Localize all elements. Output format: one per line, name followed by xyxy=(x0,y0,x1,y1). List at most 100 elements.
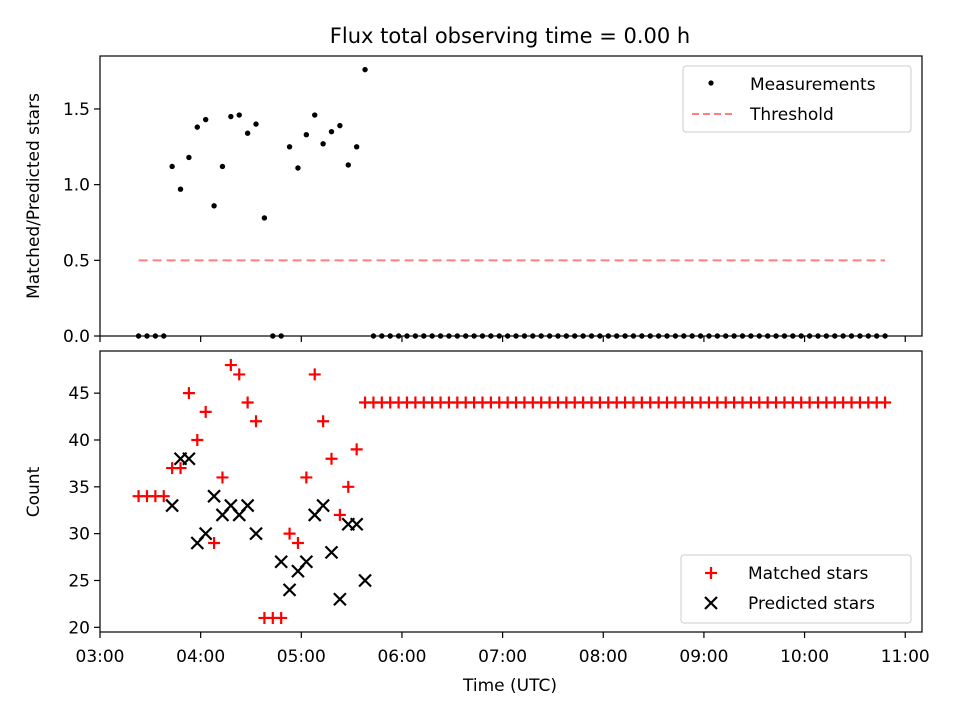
top-y-ticks: 0.0 0.5 1.0 1.5 xyxy=(63,100,100,347)
measurement-point xyxy=(244,130,251,136)
top-x-ticks xyxy=(99,336,906,342)
predicted-star-point xyxy=(249,526,263,541)
predicted-star-point xyxy=(333,592,347,606)
matched-star-point xyxy=(208,537,221,550)
bottom-y-tick-label: 25 xyxy=(68,571,90,591)
matched-star-point xyxy=(308,368,321,381)
top-y-tick-label: 1.0 xyxy=(63,176,90,196)
bottom-y-tick-label: 20 xyxy=(68,618,90,638)
matched-star-point xyxy=(191,433,204,446)
top-y-tick-label: 1.5 xyxy=(63,100,90,120)
matched-star-point xyxy=(300,471,313,484)
measurement-point xyxy=(261,215,268,221)
measurement-point xyxy=(186,154,192,161)
bottom-axes-frame xyxy=(99,350,923,633)
top-y-tick-label: 0.0 xyxy=(63,327,90,347)
matched-star-point xyxy=(224,359,237,372)
bottom-x-ticks: 03:00 04:00 05:00 06:00 07:00 08:00 09:00 10:00… xyxy=(76,632,930,667)
matched-star-point xyxy=(333,508,346,521)
matched-star-point xyxy=(879,396,892,409)
predicted-star-point xyxy=(299,554,314,569)
measurement-point xyxy=(219,163,226,170)
measurement-point xyxy=(194,124,200,130)
top-y-axis-label: Matched/Predicted stars xyxy=(24,93,44,299)
bottom-x-tick-label: 08:00 xyxy=(579,647,628,667)
legend-predicted-label: Predicted stars xyxy=(748,594,875,614)
matched-star-point xyxy=(325,452,338,465)
matched-star-point xyxy=(233,368,246,381)
bottom-x-tick-label: 07:00 xyxy=(478,647,527,667)
bottom-y-axis-label: Count xyxy=(24,466,44,517)
bottom-legend: Matched stars Predicted stars xyxy=(680,554,912,624)
measurement-point xyxy=(286,144,293,150)
matched-star-point xyxy=(350,443,363,456)
bottom-x-tick-label: 11:00 xyxy=(881,647,930,667)
matched-star-point xyxy=(275,611,288,624)
matched-star-point xyxy=(291,537,304,550)
measurement-point xyxy=(362,66,368,73)
bottom-y-tick-label: 30 xyxy=(68,525,90,545)
legend-predicted-marker xyxy=(704,596,718,610)
chart-title: Flux total observing time = 0.00 h xyxy=(330,24,690,48)
measurement-point xyxy=(253,121,259,127)
bottom-panel: 20 25 30 35 40 45 03:00 04:00 05:00 06:00 07:00 08… xyxy=(24,350,930,696)
top-panel: 0.0 0.5 1.0 1.5 Matched/Predicted stars Mea… xyxy=(24,55,923,347)
bottom-y-ticks: 20 25 30 35 40 45 xyxy=(68,384,100,638)
predicted-star-point xyxy=(182,451,196,466)
bottom-x-tick-label: 04:00 xyxy=(176,647,225,667)
predicted-star-point xyxy=(165,498,179,513)
legend-matched-label: Matched stars xyxy=(748,564,868,584)
measurement-point xyxy=(295,165,301,171)
legend-threshold-label: Threshold xyxy=(749,105,834,125)
measurement-point xyxy=(177,186,184,192)
matched-star-point xyxy=(182,387,195,400)
top-legend: Measurements Threshold xyxy=(682,65,912,133)
legend-measurements-marker xyxy=(708,80,714,86)
matched-star-point xyxy=(157,490,170,503)
predicted-star-point xyxy=(349,517,364,532)
measurement-point xyxy=(345,162,351,168)
matched-star-point xyxy=(174,462,187,475)
measurement-point xyxy=(312,112,318,118)
predicted-star-point xyxy=(316,498,330,513)
measurement-point xyxy=(236,112,242,118)
top-axes-frame xyxy=(99,55,923,337)
measurement-point xyxy=(328,128,335,135)
matched-star-point xyxy=(216,471,229,484)
matched-star-point xyxy=(283,527,296,540)
matched-star-point xyxy=(250,415,263,428)
bottom-x-tick-label: 05:00 xyxy=(277,647,326,667)
predicted-star-point xyxy=(274,554,288,569)
measurement-point xyxy=(228,113,234,120)
top-marks xyxy=(135,66,888,339)
measurement-point xyxy=(303,132,310,138)
legend-matched-marker xyxy=(705,567,717,579)
measurement-point xyxy=(320,141,326,147)
top-y-tick-label: 0.5 xyxy=(63,251,90,271)
predicted-star-point xyxy=(240,498,255,513)
bottom-legend-box xyxy=(680,554,912,624)
predicted-star-point xyxy=(198,526,213,541)
bottom-y-tick-label: 40 xyxy=(68,431,90,451)
x-axis-label: Time (UTC) xyxy=(462,676,557,696)
bottom-y-tick-label: 45 xyxy=(68,384,90,404)
measurement-point xyxy=(202,116,209,123)
predicted-star-point xyxy=(207,489,221,503)
predicted-star-point xyxy=(282,583,297,597)
bottom-x-tick-label: 03:00 xyxy=(76,647,125,667)
predicted-star-point xyxy=(358,573,372,588)
matched-star-point xyxy=(199,405,212,418)
measurement-point xyxy=(211,203,217,209)
matched-star-point xyxy=(342,480,355,493)
predicted-star-point xyxy=(324,545,339,560)
bottom-x-tick-label: 10:00 xyxy=(780,647,829,667)
bottom-y-tick-label: 35 xyxy=(68,478,90,498)
measurement-point xyxy=(169,163,175,170)
matched-star-point xyxy=(241,396,254,409)
measurement-point xyxy=(353,144,360,150)
top-legend-box xyxy=(682,65,912,133)
legend-measurements-label: Measurements xyxy=(750,75,876,95)
matched-star-point xyxy=(317,415,330,428)
bottom-marks xyxy=(132,359,892,624)
